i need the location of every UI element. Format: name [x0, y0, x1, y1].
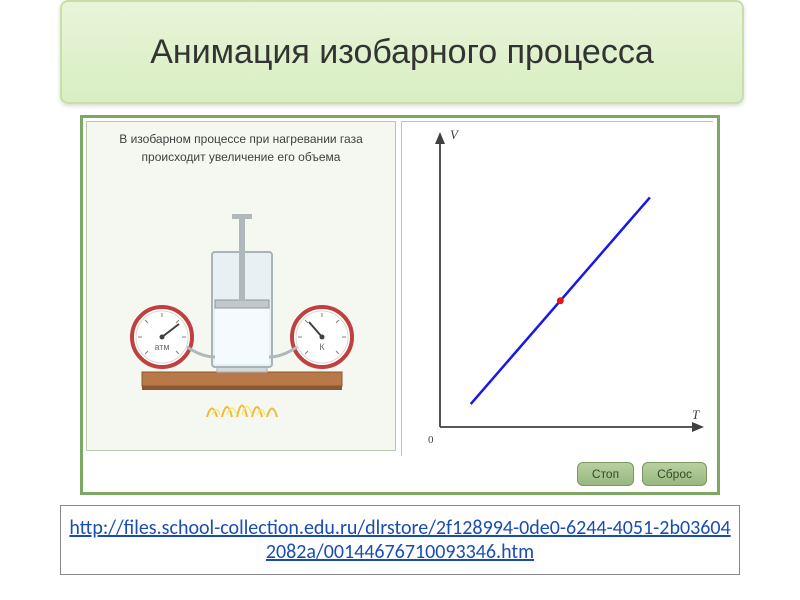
- simulation-frame: В изобарном процессе при нагревании газа…: [80, 115, 720, 495]
- piston: [215, 300, 269, 308]
- stop-button[interactable]: Стоп: [577, 462, 634, 486]
- gas-volume: [215, 307, 269, 364]
- table-edge: [142, 386, 342, 390]
- flame-icon: [207, 406, 277, 418]
- apparatus-illustration: атм: [87, 182, 397, 442]
- url-container: http://files.school-collection.edu.ru/dl…: [60, 505, 740, 575]
- slide-root: Анимация изобарного процесса В изобарном…: [0, 0, 800, 600]
- pressure-gauge: атм: [132, 307, 192, 367]
- button-row: Стоп Сброс: [577, 462, 707, 486]
- tube-left: [187, 347, 215, 357]
- apparatus-svg: атм: [87, 182, 397, 442]
- table-top: [142, 372, 342, 386]
- process-description: В изобарном процессе при нагревании газа…: [95, 130, 387, 166]
- reset-button[interactable]: Сброс: [642, 462, 707, 486]
- desc-line2: происходит увеличение его объема: [142, 150, 341, 164]
- apparatus-panel: В изобарном процессе при нагревании газа…: [86, 121, 396, 451]
- svg-text:T: T: [692, 407, 700, 422]
- tube-right: [269, 347, 297, 357]
- source-link[interactable]: http://files.school-collection.edu.ru/dl…: [69, 516, 730, 564]
- title-container: Анимация изобарного процесса: [60, 0, 744, 104]
- piston-rod: [239, 217, 245, 301]
- temperature-gauge: К: [292, 307, 352, 367]
- svg-text:0: 0: [428, 434, 434, 446]
- slide-title: Анимация изобарного процесса: [150, 32, 654, 73]
- pressure-gauge-label: атм: [154, 342, 169, 352]
- temperature-gauge-label: К: [319, 342, 325, 352]
- chart-panel: VT0: [401, 121, 713, 456]
- vt-chart: VT0: [402, 122, 714, 457]
- desc-line1: В изобарном процессе при нагревании газа: [119, 132, 363, 146]
- piston-handle: [232, 214, 252, 219]
